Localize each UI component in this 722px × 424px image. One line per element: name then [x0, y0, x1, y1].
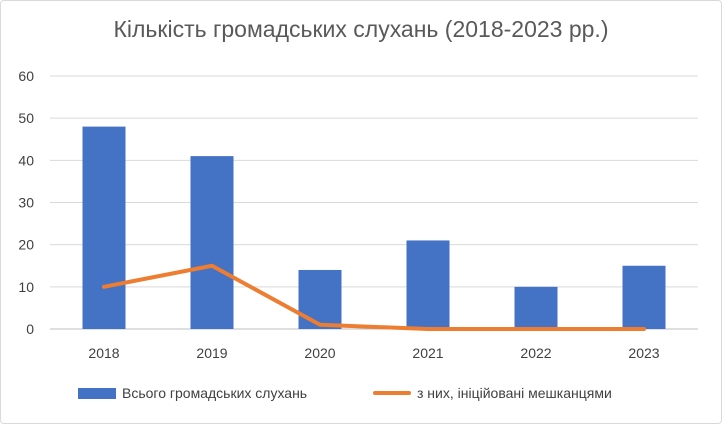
line-series: [102, 263, 646, 331]
legend-swatch-line: [373, 391, 411, 395]
legend-item-total: Всього громадських слухань: [78, 381, 307, 405]
bar-2021: [406, 240, 450, 329]
y-tick-label: 40: [18, 152, 34, 168]
x-tick-label: 2021: [412, 345, 443, 361]
x-tick-label: 2019: [196, 345, 227, 361]
chart-legend: Всього громадських слухань з них, ініцій…: [0, 381, 722, 405]
y-tick-label: 60: [18, 68, 34, 84]
bar-2019: [190, 156, 234, 329]
y-tick-label: 50: [18, 110, 34, 126]
legend-label-total: Всього громадських слухань: [122, 385, 308, 401]
y-tick-label: 30: [18, 195, 34, 211]
x-tick-label: 2020: [304, 345, 335, 361]
bar-2020: [298, 269, 342, 329]
y-tick-label: 0: [26, 321, 34, 337]
chart-title: Кількість громадських слухань (2018-2023…: [113, 16, 609, 42]
bar-2022: [514, 286, 558, 329]
x-tick-label: 2022: [520, 345, 551, 361]
bar-2018: [82, 126, 126, 329]
legend-item-residents: з них, ініційовані мешканцями: [373, 381, 612, 405]
x-tick-label: 2018: [88, 345, 119, 361]
y-tick-label: 20: [18, 237, 34, 253]
y-tick-label: 10: [18, 279, 34, 295]
legend-swatch-bar: [78, 387, 116, 399]
x-tick-label: 2023: [628, 345, 659, 361]
legend-label-residents: з них, ініційовані мешканцями: [417, 385, 612, 401]
bar-2023: [622, 265, 666, 329]
